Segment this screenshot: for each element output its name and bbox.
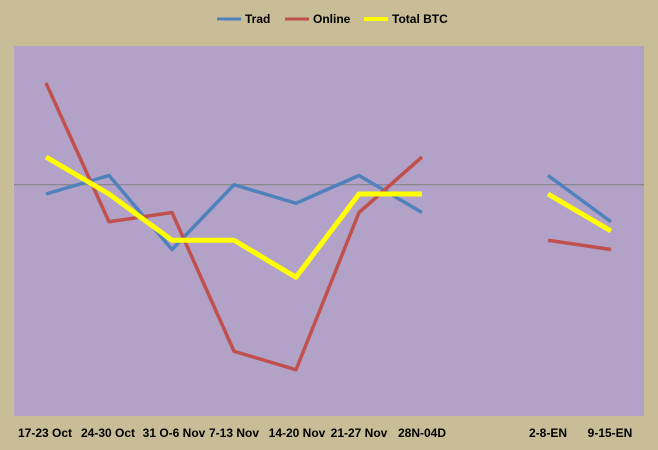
legend: Trad Online Total BTC — [217, 12, 448, 26]
x-tick-label: 9-15-EN — [588, 426, 633, 440]
legend-label-online: Online — [313, 12, 351, 26]
x-tick-label: 31 O-6 Nov — [143, 426, 206, 440]
series-line-trad-segment-2 — [546, 174, 613, 224]
legend-label-trad: Trad — [245, 12, 270, 26]
series-layer — [44, 82, 613, 372]
series-line-online-segment-2 — [547, 238, 612, 252]
series-line-total-btc-segment-2 — [546, 191, 613, 234]
x-tick-label: 17-23 Oct — [18, 426, 72, 440]
legend-label-total-btc: Total BTC — [392, 12, 448, 26]
x-tick-label: 24-30 Oct — [81, 426, 135, 440]
x-tick-label: 7-13 Nov — [209, 426, 259, 440]
x-tick-label: 28N-04D — [398, 426, 446, 440]
x-tick-label: 14-20 Nov — [269, 426, 326, 440]
x-tick-label: 21-27 Nov — [331, 426, 388, 440]
x-tick-label: 2-8-EN — [529, 426, 567, 440]
x-axis-ticks: 17-23 Oct 24-30 Oct 31 O-6 Nov 7-13 Nov 14-2… — [18, 426, 632, 440]
